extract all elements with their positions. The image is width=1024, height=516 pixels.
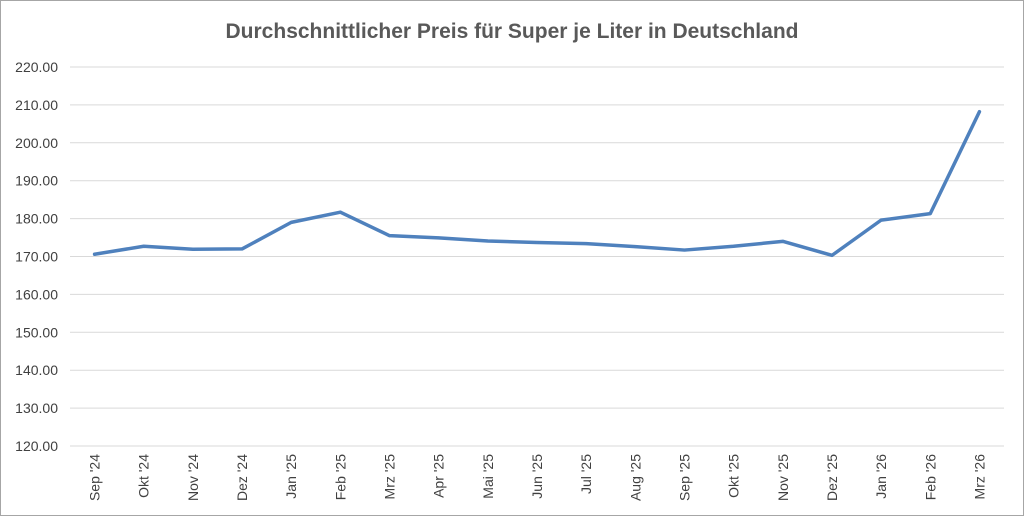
data-point xyxy=(682,248,686,252)
chart-title: Durchschnittlicher Preis für Super je Li… xyxy=(226,20,799,43)
y-tick-label: 130.00 xyxy=(15,400,58,416)
y-tick-label: 200.00 xyxy=(15,135,58,151)
x-tick-label: Jan '25 xyxy=(283,454,299,499)
x-tick-label: Jan '26 xyxy=(873,454,889,499)
x-tick-label: Nov '25 xyxy=(775,454,791,501)
y-tick-label: 190.00 xyxy=(15,173,58,189)
data-point xyxy=(388,234,392,238)
x-tick-label: Nov '24 xyxy=(185,454,201,501)
x-tick-label: Mai '25 xyxy=(480,454,496,499)
data-point xyxy=(879,218,883,222)
x-tick-label: Mrz '25 xyxy=(382,454,398,500)
x-tick-label: Okt '25 xyxy=(726,454,742,498)
x-tick-label: Sep '25 xyxy=(676,454,692,501)
x-tick-label: Aug '25 xyxy=(627,454,643,501)
data-point xyxy=(928,212,932,216)
data-point xyxy=(732,244,736,248)
series-line-super xyxy=(92,109,982,258)
x-axis-labels: Sep '24 Okt '24 Nov '24 Dez '24 Jan '25 Feb '… xyxy=(87,454,988,501)
y-axis-labels: 120.00 130.00 140.00 150.00 160.00 170.00 180.… xyxy=(15,59,58,454)
data-point xyxy=(977,110,981,114)
x-tick-label: Apr '25 xyxy=(431,454,447,498)
x-tick-label: Jul '25 xyxy=(578,454,594,494)
data-point xyxy=(781,239,785,243)
x-tick-label: Dez '24 xyxy=(234,454,250,501)
grid-layer xyxy=(70,66,1004,447)
data-point xyxy=(191,247,195,251)
y-tick-label: 180.00 xyxy=(15,211,58,227)
data-point xyxy=(289,220,293,224)
y-tick-label: 140.00 xyxy=(15,362,58,378)
y-tick-label: 210.00 xyxy=(15,97,58,113)
x-tick-label: Okt '24 xyxy=(136,454,152,498)
x-tick-label: Mrz '26 xyxy=(971,454,987,500)
data-point xyxy=(240,247,244,251)
data-point xyxy=(535,240,539,244)
data-point xyxy=(633,245,637,249)
x-tick-label: Sep '24 xyxy=(87,454,103,501)
y-tick-label: 150.00 xyxy=(15,324,58,340)
y-tick-label: 220.00 xyxy=(15,59,58,75)
data-point xyxy=(437,236,441,240)
y-tick-label: 160.00 xyxy=(15,286,58,302)
data-point xyxy=(142,244,146,248)
data-point xyxy=(338,210,342,214)
data-point xyxy=(93,252,97,256)
data-point xyxy=(584,242,588,246)
y-tick-label: 170.00 xyxy=(15,249,58,265)
y-tick-label: 120.00 xyxy=(15,438,58,454)
data-point xyxy=(830,253,834,257)
x-tick-label: Feb '26 xyxy=(922,454,938,500)
x-tick-label: Feb '25 xyxy=(332,454,348,500)
x-tick-label: Jun '25 xyxy=(529,454,545,499)
data-point xyxy=(486,239,490,243)
x-tick-label: Dez '25 xyxy=(824,454,840,501)
series-layer xyxy=(92,109,982,258)
